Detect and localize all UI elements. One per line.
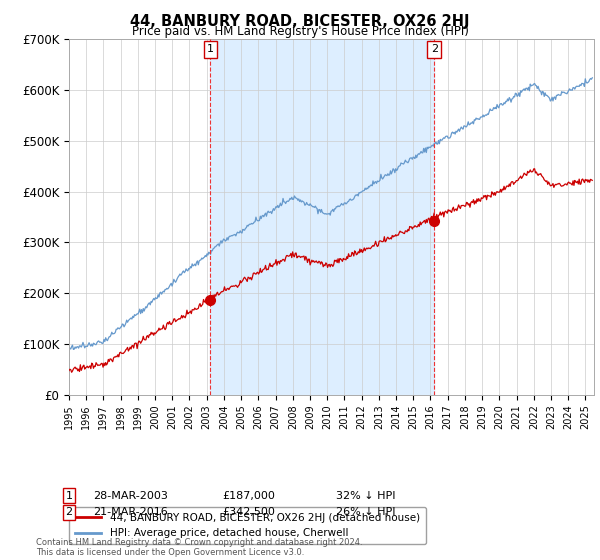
Text: Price paid vs. HM Land Registry's House Price Index (HPI): Price paid vs. HM Land Registry's House … [131,25,469,38]
Text: 2: 2 [431,44,438,54]
Legend: 44, BANBURY ROAD, BICESTER, OX26 2HJ (detached house), HPI: Average price, detac: 44, BANBURY ROAD, BICESTER, OX26 2HJ (de… [69,507,426,544]
Text: 28-MAR-2003: 28-MAR-2003 [93,491,168,501]
Text: £342,500: £342,500 [222,507,275,517]
Text: 2: 2 [65,507,73,517]
Text: £187,000: £187,000 [222,491,275,501]
Bar [211,39,434,395]
Text: 21-MAR-2016: 21-MAR-2016 [93,507,168,517]
Text: 1: 1 [65,491,73,501]
Text: 1: 1 [207,44,214,54]
Text: Contains HM Land Registry data © Crown copyright and database right 2024.
This d: Contains HM Land Registry data © Crown c… [36,538,362,557]
Text: 26% ↓ HPI: 26% ↓ HPI [336,507,395,517]
Text: 32% ↓ HPI: 32% ↓ HPI [336,491,395,501]
Text: 44, BANBURY ROAD, BICESTER, OX26 2HJ: 44, BANBURY ROAD, BICESTER, OX26 2HJ [130,14,470,29]
